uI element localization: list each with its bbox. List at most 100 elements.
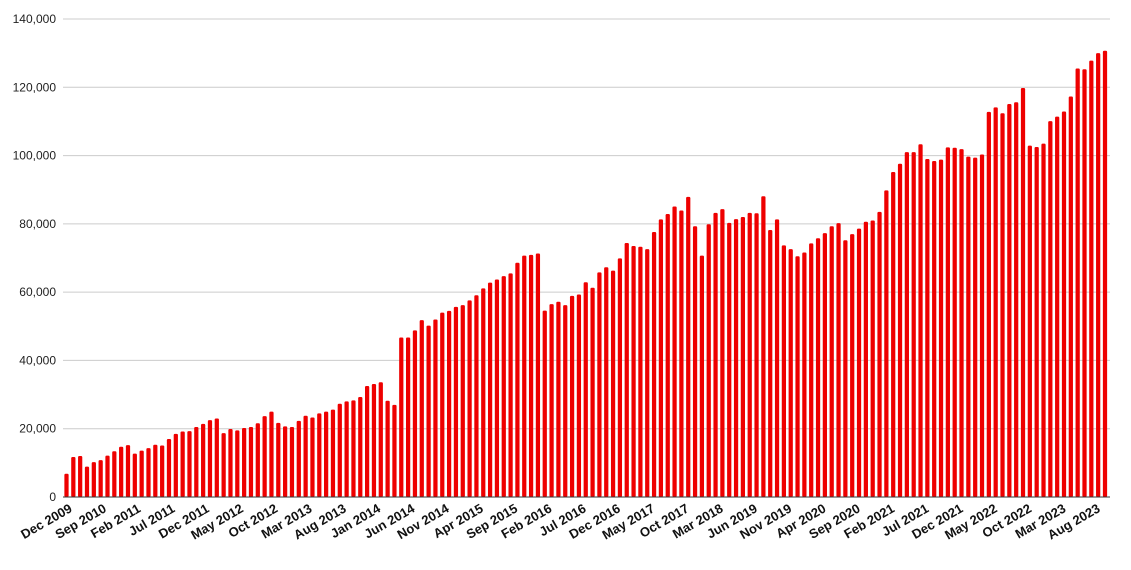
bar xyxy=(467,300,472,497)
bar xyxy=(638,246,643,497)
bar xyxy=(1082,69,1087,497)
bar xyxy=(385,400,390,497)
bar xyxy=(1102,50,1108,497)
bar xyxy=(542,310,547,497)
bar xyxy=(672,206,677,498)
bar xyxy=(501,276,506,497)
bar xyxy=(494,279,500,497)
bar xyxy=(221,433,226,497)
bar xyxy=(720,209,725,497)
bar xyxy=(815,238,821,497)
bar xyxy=(569,295,575,497)
bar xyxy=(64,473,69,497)
bar xyxy=(173,433,178,497)
bar xyxy=(242,428,247,497)
bar xyxy=(255,423,260,497)
bar xyxy=(877,211,882,497)
bar xyxy=(952,147,957,497)
bar xyxy=(405,337,411,497)
bar xyxy=(453,306,459,497)
bar xyxy=(166,438,172,497)
bar xyxy=(446,310,452,497)
bar xyxy=(269,411,274,497)
bar xyxy=(125,445,131,497)
bar xyxy=(884,190,889,497)
bar xyxy=(262,416,267,497)
bar xyxy=(235,430,240,497)
bar xyxy=(986,111,991,498)
bar xyxy=(84,466,90,497)
y-tick-label: 100,000 xyxy=(13,149,57,163)
bar xyxy=(474,295,479,497)
bars xyxy=(64,50,1108,498)
bar xyxy=(809,243,814,497)
bar xyxy=(774,219,780,497)
bar xyxy=(747,212,752,497)
bar xyxy=(1014,102,1019,498)
bar xyxy=(139,450,144,497)
bar xyxy=(740,217,746,497)
bar xyxy=(727,222,732,497)
bar xyxy=(556,301,561,497)
bar xyxy=(911,152,916,497)
bar xyxy=(187,431,192,497)
y-axis-ticks: 0 20,000 40,000 60,000 80,000 100,000 120,000 1… xyxy=(13,12,57,504)
bar xyxy=(1007,104,1012,497)
bar xyxy=(317,413,322,497)
bar xyxy=(576,294,582,497)
bar xyxy=(481,288,486,497)
bar xyxy=(993,107,998,498)
bar xyxy=(412,330,418,497)
bar xyxy=(528,254,534,497)
bar xyxy=(132,453,137,497)
bar xyxy=(583,282,588,497)
bar xyxy=(904,152,909,497)
bar xyxy=(1020,87,1026,498)
bar xyxy=(1000,113,1005,497)
bar xyxy=(399,337,404,497)
bar xyxy=(850,234,855,497)
bar xyxy=(686,196,691,498)
bar xyxy=(1048,121,1053,497)
bar xyxy=(761,196,766,498)
bar xyxy=(522,255,527,497)
bar xyxy=(296,420,301,497)
bar xyxy=(153,444,158,497)
bar xyxy=(597,272,602,497)
bar xyxy=(699,255,705,497)
bar xyxy=(713,212,718,497)
bar xyxy=(863,221,868,497)
bar xyxy=(631,246,636,497)
bar xyxy=(979,154,985,497)
y-tick-label: 140,000 xyxy=(13,12,57,26)
bar xyxy=(337,403,342,497)
bar xyxy=(836,223,841,497)
bar xyxy=(549,304,554,497)
bar xyxy=(310,417,315,497)
y-tick-label: 60,000 xyxy=(19,285,56,299)
bar xyxy=(248,427,254,497)
bar xyxy=(788,249,793,497)
bar xyxy=(392,404,397,497)
bar xyxy=(645,249,650,497)
bar xyxy=(535,253,541,497)
bar xyxy=(98,460,103,497)
bar xyxy=(822,233,827,497)
bar xyxy=(870,220,875,497)
bar xyxy=(487,282,493,497)
bar xyxy=(733,219,739,497)
bar xyxy=(802,252,807,497)
bar xyxy=(371,383,377,497)
bar xyxy=(419,320,424,497)
bar xyxy=(228,429,233,497)
bar xyxy=(433,319,438,497)
bar xyxy=(508,273,513,497)
bar xyxy=(1055,116,1060,498)
bar xyxy=(795,256,800,497)
bar xyxy=(105,455,110,497)
bar xyxy=(658,219,664,497)
bar xyxy=(856,228,862,497)
bar xyxy=(119,446,124,497)
